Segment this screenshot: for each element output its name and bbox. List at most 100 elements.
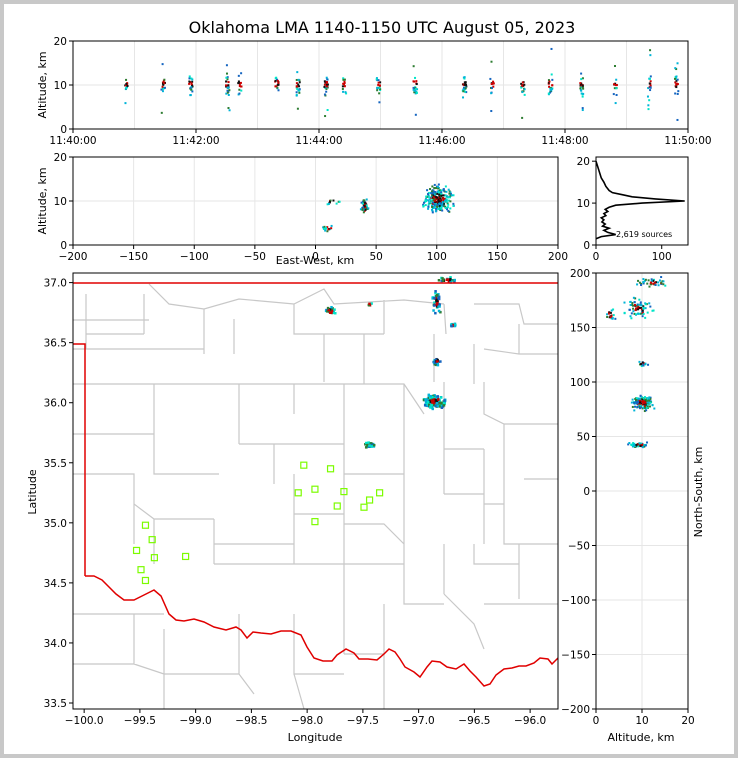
source-point: [326, 306, 330, 310]
y-tick-label: 10: [577, 198, 590, 210]
source-point: [437, 309, 441, 313]
source-point: [442, 202, 445, 205]
source-point: [326, 83, 329, 86]
source-point: [295, 91, 298, 94]
source-point: [435, 402, 439, 405]
source-point: [442, 404, 446, 407]
source-point: [637, 397, 640, 400]
source-point: [368, 302, 371, 306]
source-point: [610, 309, 613, 312]
source-point: [648, 82, 651, 85]
source-point: [225, 64, 228, 67]
source-point: [640, 396, 643, 399]
source-point: [520, 82, 523, 85]
source-point: [125, 86, 128, 89]
plot-border: [72, 40, 689, 130]
source-point: [427, 403, 431, 406]
lma-station-marker: [182, 552, 190, 561]
source-point: [338, 200, 341, 203]
source-point: [610, 317, 613, 320]
source-point: [437, 279, 441, 282]
source-point: [441, 202, 444, 205]
source-point: [342, 77, 345, 80]
source-point: [632, 443, 635, 446]
source-point: [465, 91, 468, 94]
x-axis-label: East-West, km: [276, 254, 354, 267]
source-point: [378, 101, 381, 104]
x-tick-label: 20: [681, 715, 694, 727]
source-point: [432, 192, 435, 195]
source-point: [632, 442, 635, 445]
source-point: [434, 196, 437, 199]
x-tick-label: 10: [635, 715, 648, 727]
source-point: [641, 311, 644, 314]
source-point: [425, 195, 428, 198]
source-point: [660, 281, 663, 284]
source-point: [612, 308, 615, 311]
source-point: [641, 446, 644, 449]
source-point: [452, 202, 455, 205]
source-point: [375, 78, 378, 81]
source-point: [551, 84, 554, 87]
source-point: [640, 365, 643, 368]
source-point: [343, 78, 346, 81]
source-point: [364, 208, 367, 211]
source-point: [379, 81, 382, 84]
source-point: [423, 200, 426, 203]
source-point: [613, 87, 616, 90]
source-point: [435, 360, 439, 363]
source-point: [640, 443, 643, 446]
source-point: [644, 406, 647, 409]
source-point: [427, 203, 430, 206]
source-point: [436, 404, 440, 408]
source-point: [124, 102, 127, 105]
lma-station-marker: [311, 518, 319, 526]
source-point: [649, 281, 652, 284]
source-point: [640, 284, 643, 287]
source-point: [437, 200, 440, 203]
source-point: [547, 79, 550, 82]
source-point: [297, 89, 300, 92]
source-point: [298, 85, 301, 88]
source-point: [581, 95, 584, 98]
source-point: [276, 86, 279, 89]
source-point: [615, 87, 618, 90]
source-point: [636, 308, 639, 311]
source-point: [635, 399, 638, 402]
source-point: [326, 203, 329, 206]
source-point: [416, 88, 419, 91]
source-point: [630, 317, 633, 320]
source-point: [436, 192, 439, 195]
source-point: [322, 226, 325, 229]
time-height-panel: 11:40:00 11:42:00 11:44:00 11:46:00 11:48:00…: [36, 36, 712, 147]
source-point: [649, 54, 652, 57]
source-point: [582, 87, 585, 90]
source-point: [523, 93, 526, 96]
source-point: [412, 65, 415, 68]
source-point: [415, 91, 418, 94]
source-point: [427, 401, 430, 404]
source-point: [434, 200, 437, 203]
source-point: [327, 228, 330, 231]
source-point: [362, 199, 365, 202]
source-point: [636, 406, 639, 409]
source-point: [646, 401, 649, 404]
lma-station-marker: [150, 554, 158, 562]
source-point: [438, 405, 441, 408]
source-point: [580, 78, 583, 81]
source-point: [642, 281, 645, 284]
source-point: [642, 397, 645, 400]
source-point: [335, 202, 338, 205]
source-point: [631, 302, 634, 305]
source-point: [646, 441, 649, 444]
source-point: [675, 86, 678, 89]
source-point: [639, 444, 642, 447]
source-point: [372, 443, 376, 447]
source-point: [434, 290, 437, 293]
source-point: [649, 397, 652, 400]
source-point: [414, 92, 417, 95]
lma-station-marker: [137, 566, 145, 574]
source-point: [649, 396, 652, 399]
source-point: [644, 316, 647, 319]
source-point: [188, 82, 191, 85]
